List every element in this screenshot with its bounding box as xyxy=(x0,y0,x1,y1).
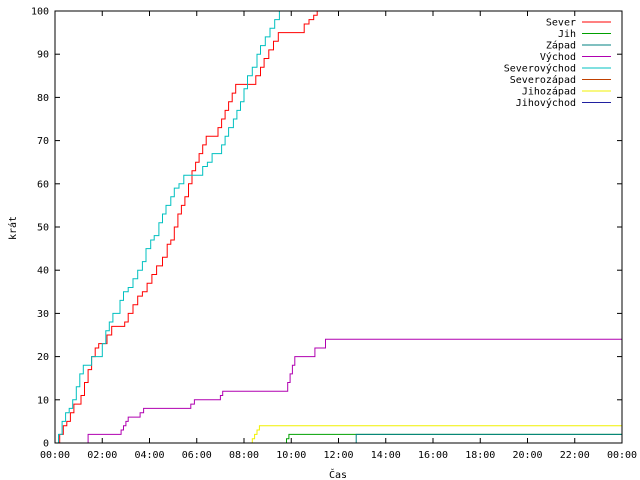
x-tick-label-2: 04:00 xyxy=(134,450,164,461)
series-line-0 xyxy=(55,10,322,444)
y-tick-label-4: 40 xyxy=(37,266,49,277)
x-tick-label-6: 12:00 xyxy=(323,450,353,461)
legend-label-0: Sever xyxy=(546,18,576,29)
x-tick-label-4: 08:00 xyxy=(229,450,259,461)
y-tick-label-0: 0 xyxy=(43,439,49,450)
y-axis-label: krát xyxy=(7,216,19,240)
legend-label-3: Východ xyxy=(540,51,576,63)
y-tick-label-1: 10 xyxy=(37,395,49,406)
y-tick-label-9: 90 xyxy=(37,50,49,61)
y-tick-label-5: 50 xyxy=(37,223,49,234)
y-tick-label-7: 70 xyxy=(37,136,49,147)
x-tick-label-9: 18:00 xyxy=(465,450,495,461)
x-tick-label-11: 22:00 xyxy=(560,450,590,461)
y-tick-label-3: 30 xyxy=(37,309,49,320)
legend-label-5: Severozápad xyxy=(510,74,576,86)
series-line-3 xyxy=(55,338,622,444)
x-tick-label-10: 20:00 xyxy=(512,450,542,461)
x-tick-label-0: 00:00 xyxy=(40,450,70,461)
x-tick-label-3: 06:00 xyxy=(182,450,212,461)
legend-label-6: Jihozápad xyxy=(522,86,576,98)
legend: SeverJihZápadVýchodSeverovýchodSeverozáp… xyxy=(504,18,611,109)
legend-label-1: Jih xyxy=(558,29,576,40)
x-tick-label-1: 02:00 xyxy=(87,450,117,461)
series-line-4 xyxy=(55,11,280,444)
axis-ticks: 00:00 02:00 04:00 06:00 08:00 10:00 12:00 14:00… xyxy=(31,7,637,462)
x-tick-label-8: 16:00 xyxy=(418,450,448,461)
x-tick-label-5: 10:00 xyxy=(276,450,306,461)
legend-label-7: Jihovýchod xyxy=(516,97,576,109)
y-tick-label-8: 80 xyxy=(37,93,49,104)
x-tick-label-7: 14:00 xyxy=(371,450,401,461)
legend-label-4: Severovýchod xyxy=(504,63,576,75)
x-tick-label-12: 00:00 xyxy=(607,450,637,461)
y-tick-label-10: 100 xyxy=(31,7,49,18)
x-axis-label: Čas xyxy=(329,468,347,480)
legend-label-2: Západ xyxy=(546,40,576,52)
y-tick-label-6: 60 xyxy=(37,179,49,190)
y-tick-label-2: 20 xyxy=(37,352,49,363)
